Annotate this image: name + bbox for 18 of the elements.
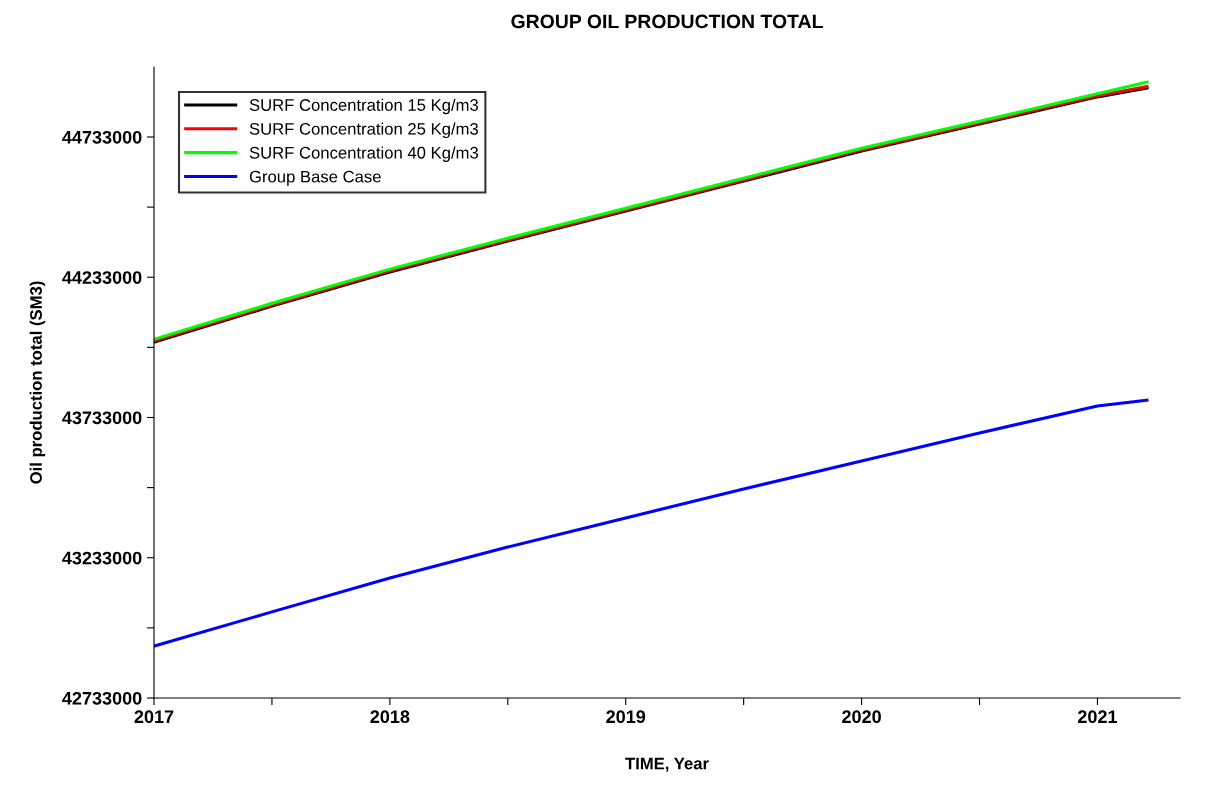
- legend-label: SURF Concentration 25 Kg/m3: [249, 122, 478, 139]
- x-axis-title: TIME, Year: [625, 757, 709, 772]
- legend-label: SURF Concentration 40 Kg/m3: [249, 146, 478, 162]
- y-tick-label: 44733000: [62, 130, 142, 144]
- y-tick-label: 44233000: [62, 271, 142, 284]
- x-tick-label: 2021: [1077, 710, 1118, 724]
- legend-label: SURF Concentration 15 Kg/m3: [249, 98, 478, 115]
- y-axis-title: Oil production total (SM3): [29, 281, 46, 484]
- x-tick-label: 2018: [370, 710, 410, 724]
- chart-title: GROUP OIL PRODUCTION TOTAL: [511, 14, 823, 29]
- x-tick-label: 2019: [606, 710, 646, 724]
- legend-label: Group Base Case: [249, 170, 381, 186]
- x-tick-label: 2017: [134, 710, 174, 724]
- y-tick-label: 43233000: [62, 551, 142, 565]
- line-series: [154, 398, 1149, 648]
- x-tick-label: 2020: [842, 710, 881, 724]
- y-tick-label: 43733000: [62, 411, 142, 425]
- y-tick-label: 42733000: [62, 691, 142, 705]
